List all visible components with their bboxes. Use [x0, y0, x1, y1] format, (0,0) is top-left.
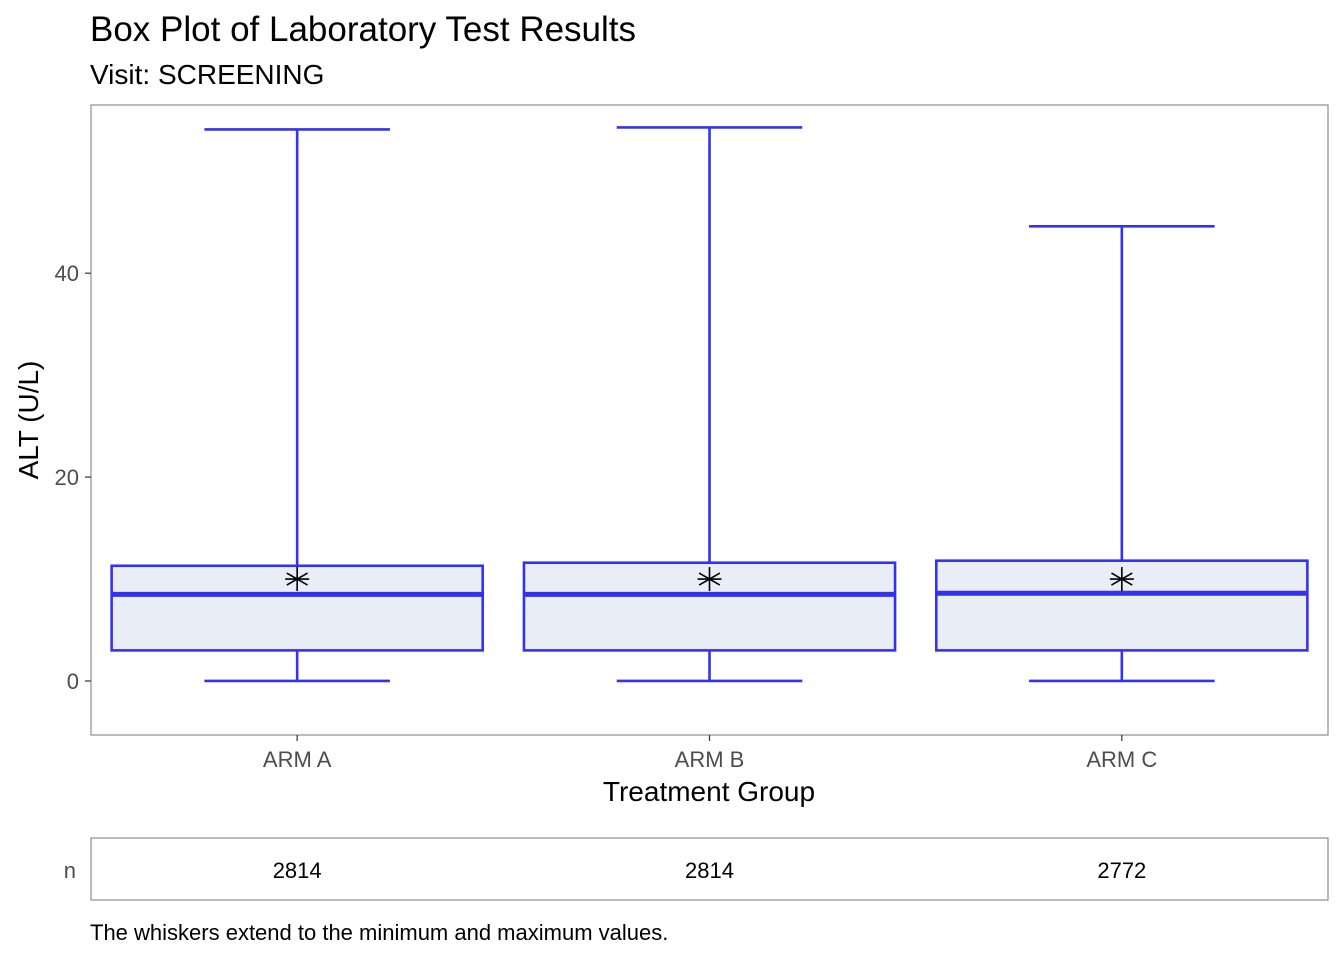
box-series [110, 126, 1309, 683]
x-axis: ARM A ARM B ARM C [263, 735, 1157, 772]
y-axis-title: ALT (U/L) [13, 361, 44, 480]
count-value: 2814 [273, 858, 322, 883]
x-tick-label: ARM A [263, 747, 332, 772]
mean-marker [285, 567, 310, 592]
x-tick-label: ARM B [675, 747, 745, 772]
y-tick-label: 40 [55, 261, 79, 286]
y-tick-label: 0 [67, 669, 79, 694]
count-value: 2772 [1097, 858, 1146, 883]
count-value: 2814 [685, 858, 734, 883]
count-row-label: n [64, 858, 76, 883]
count-table-values: 2814 2814 2772 [273, 858, 1147, 883]
chart-caption: The whiskers extend to the minimum and m… [90, 920, 668, 945]
box-group [522, 126, 897, 683]
mean-marker [697, 567, 722, 592]
y-axis: 0 20 40 [55, 261, 91, 694]
x-axis-title: Treatment Group [603, 776, 815, 807]
count-table-panel [90, 837, 1329, 901]
x-tick-label: ARM C [1086, 747, 1157, 772]
y-tick-label: 20 [55, 465, 79, 490]
box-group [110, 128, 485, 683]
box-group [934, 225, 1309, 683]
chart-subtitle: Visit: SCREENING [90, 59, 324, 90]
chart-title: Box Plot of Laboratory Test Results [90, 10, 636, 49]
mean-marker [1109, 567, 1134, 592]
